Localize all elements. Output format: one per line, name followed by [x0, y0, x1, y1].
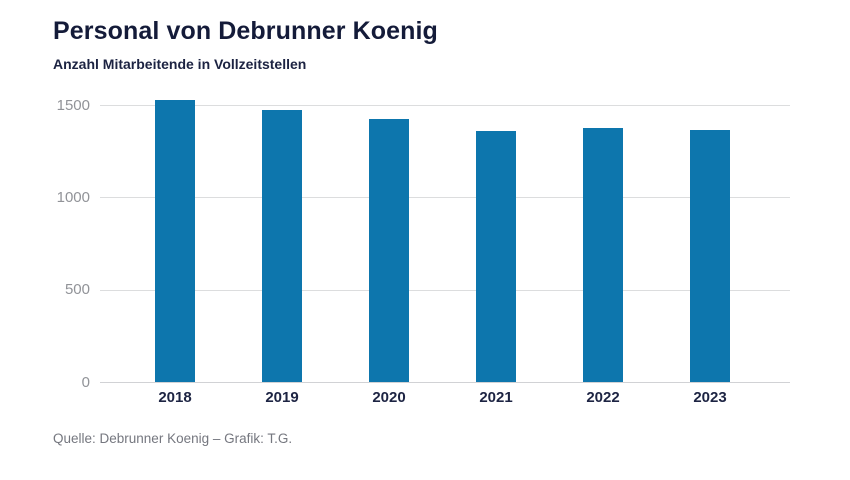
x-axis-tick-label: 2019 — [265, 389, 299, 406]
y-axis-tick-label: 0 — [81, 373, 90, 391]
bar-2022 — [583, 127, 623, 383]
source-note: Quelle: Debrunner Koenig – Grafik: T.G. — [53, 431, 293, 446]
y-axis-tick-label: 1500 — [56, 96, 90, 114]
bar-2018 — [155, 99, 195, 383]
bar-2020 — [369, 119, 409, 383]
bar-2021 — [476, 131, 516, 383]
chart-title: Personal von Debrunner Koenig — [53, 17, 438, 45]
gridline-y500 — [100, 289, 790, 291]
bar-2023 — [690, 129, 730, 383]
gridline-y1000 — [100, 197, 790, 199]
bar-2019 — [262, 110, 302, 383]
x-axis-tick-label: 2022 — [586, 389, 620, 406]
y-axis-tick-label: 500 — [64, 281, 90, 299]
y-axis-tick-label: 1000 — [56, 188, 90, 206]
x-axis-tick-label: 2018 — [158, 389, 192, 406]
x-axis-tick-label: 2023 — [693, 389, 727, 406]
chart-subtitle: Anzahl Mitarbeitende in Vollzeitstellen — [53, 56, 307, 72]
x-axis-tick-label: 2020 — [372, 389, 406, 406]
x-axis-tick-label: 2021 — [479, 389, 513, 406]
gridline-y1500 — [100, 105, 790, 106]
gridline-y0 — [100, 382, 790, 383]
